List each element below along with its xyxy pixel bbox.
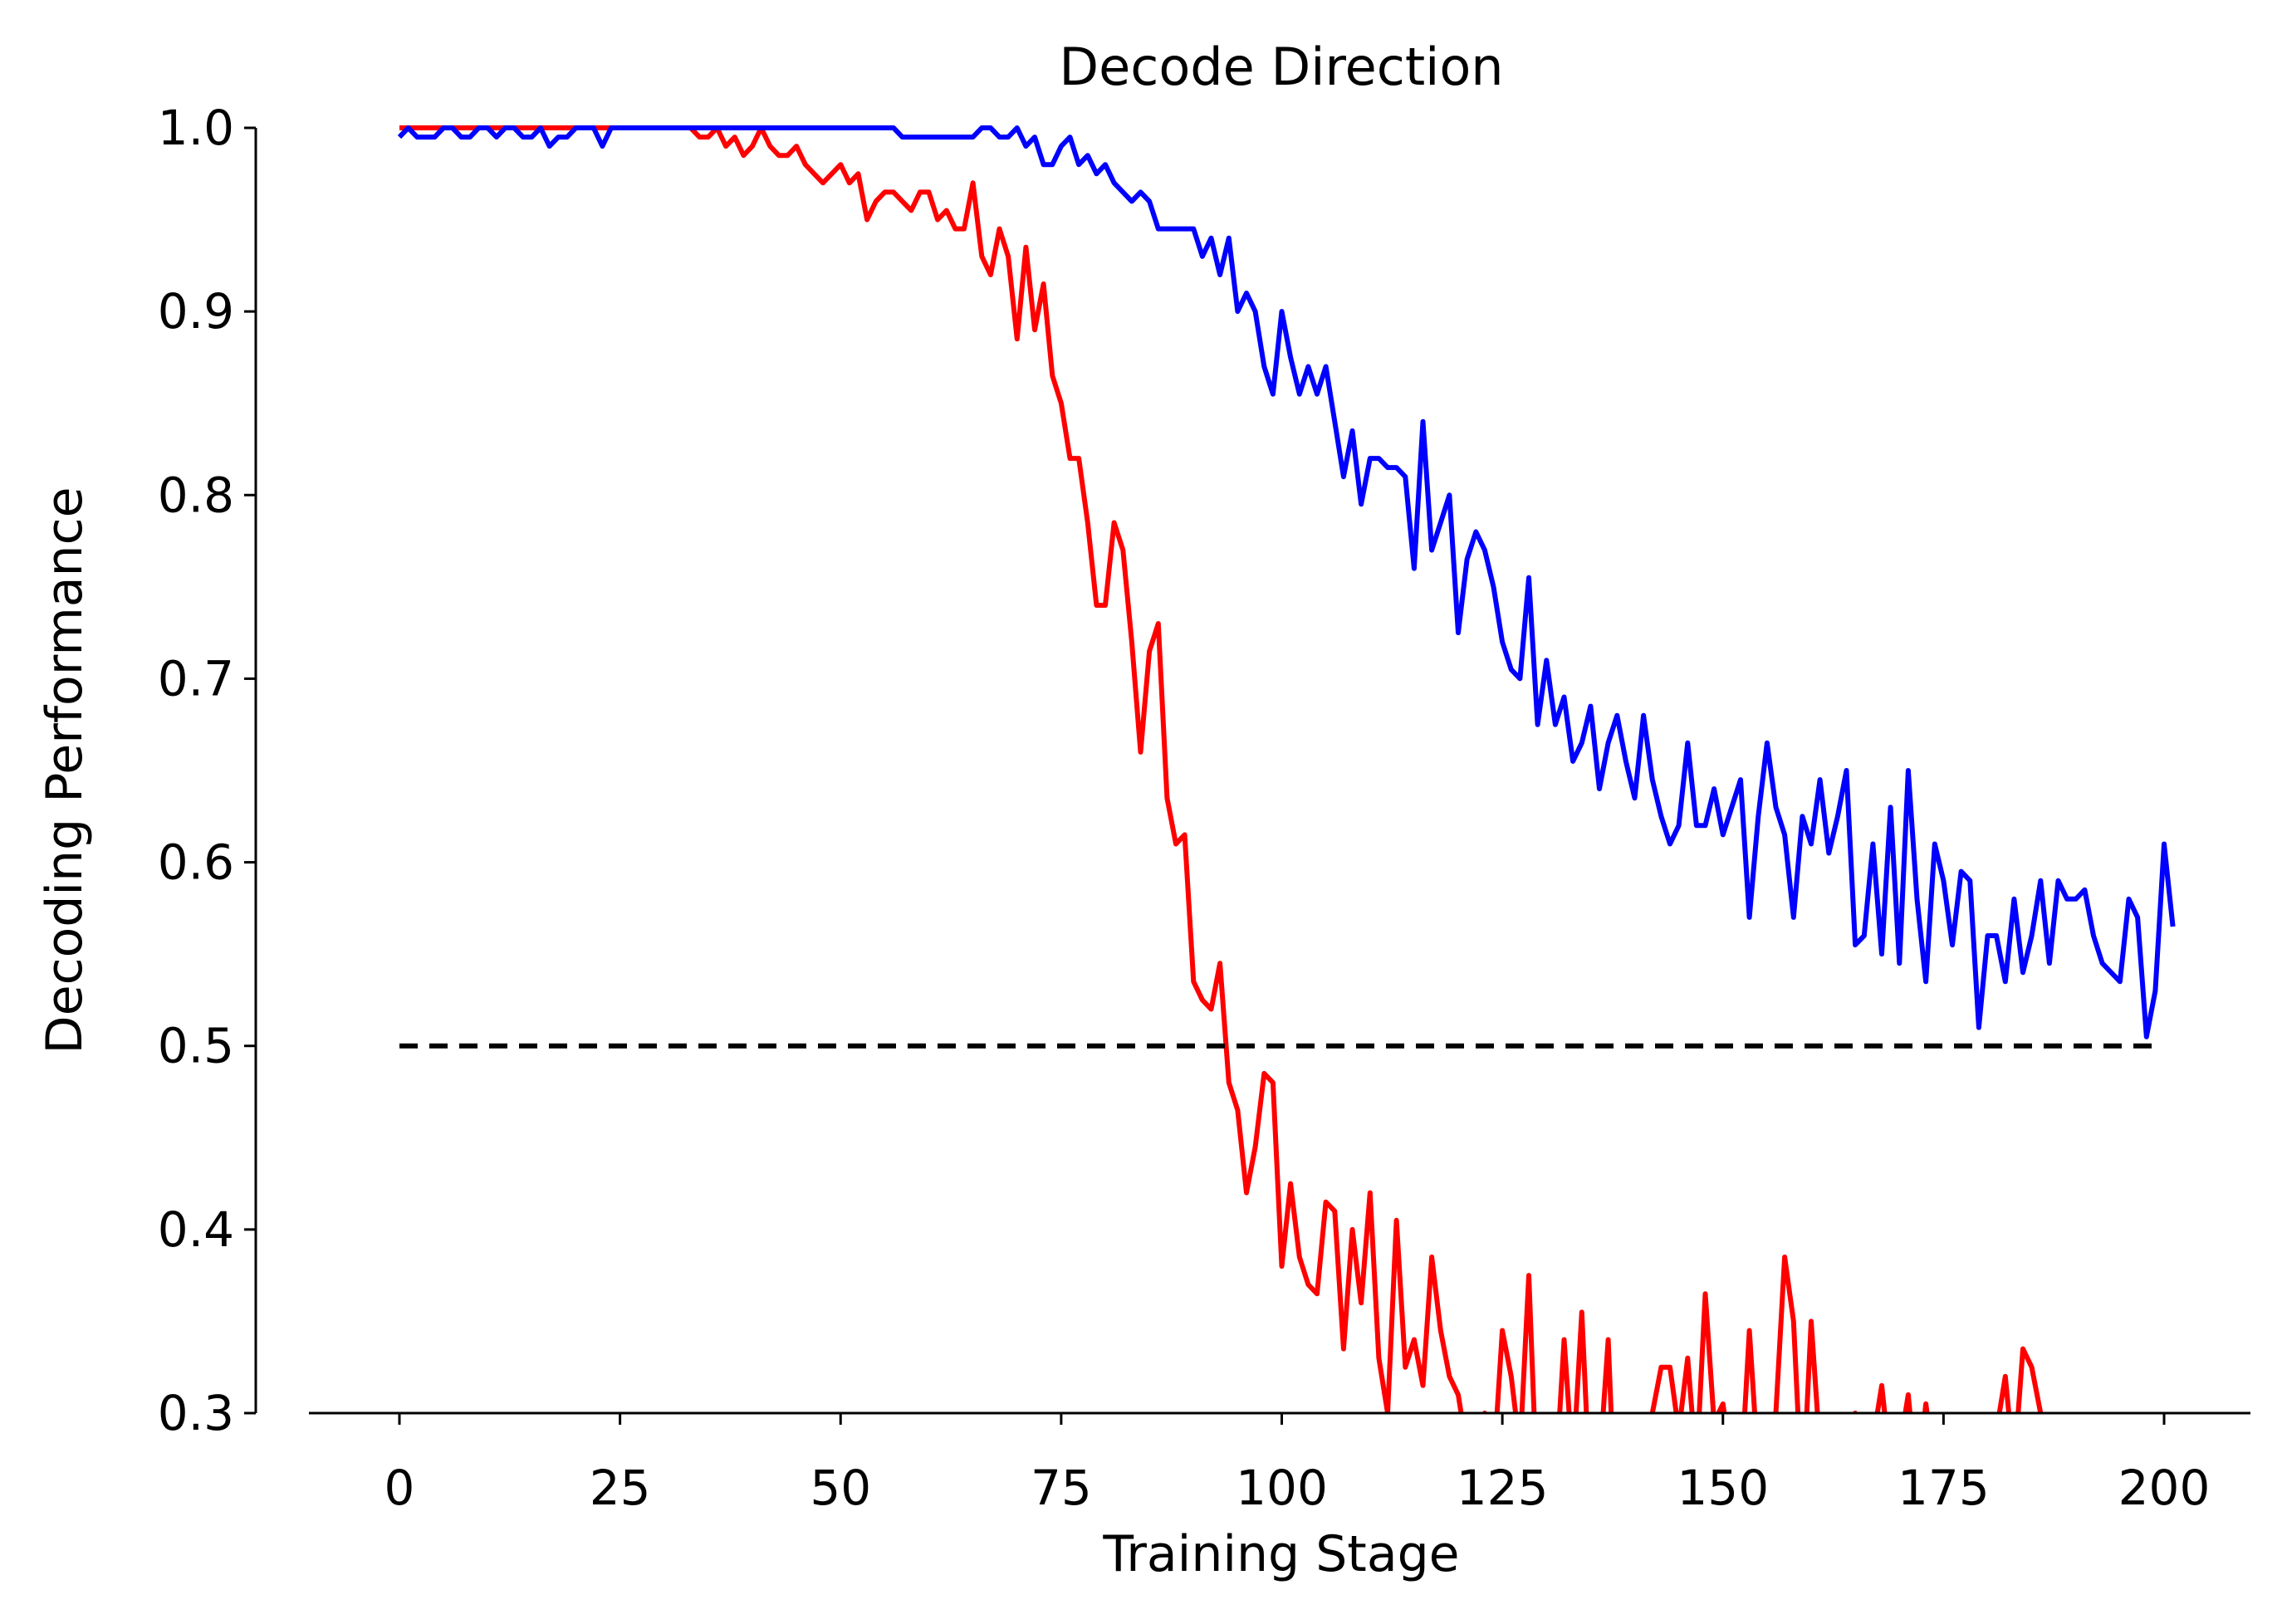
x-tick-label: 175 <box>1898 1460 1990 1516</box>
series-layer <box>397 125 2176 1413</box>
y-tick-label: 0.4 <box>158 1201 234 1258</box>
x-ticks: 0 25 50 75 100 125 150 175 200 <box>384 1413 2211 1516</box>
y-tick-label: 0.6 <box>158 834 234 891</box>
red-series-line <box>399 125 2044 1413</box>
y-tick-label: 0.5 <box>158 1018 234 1074</box>
x-axis-label: Training Stage <box>1102 1525 1459 1583</box>
x-tick-label: 150 <box>1677 1460 1769 1516</box>
x-tick-label: 25 <box>590 1460 651 1516</box>
y-tick-label: 0.8 <box>158 467 234 523</box>
x-tick-label: 200 <box>2118 1460 2211 1516</box>
x-tick-label: 0 <box>384 1460 415 1516</box>
y-tick-label: 0.9 <box>158 283 234 340</box>
x-tick-label: 100 <box>1236 1460 1328 1516</box>
y-ticks: 0.3 0.4 0.5 0.6 0.7 0.8 0.9 1.0 <box>158 100 256 1441</box>
x-tick-label: 125 <box>1457 1460 1549 1516</box>
x-tick-label: 50 <box>810 1460 871 1516</box>
y-tick-label: 1.0 <box>158 100 234 156</box>
y-tick-label: 0.7 <box>158 650 234 707</box>
y-tick-label: 0.3 <box>158 1385 234 1441</box>
blue-series-line <box>397 125 2176 1039</box>
x-tick-label: 75 <box>1031 1460 1092 1516</box>
y-axis-label: Decoding Performance <box>36 487 94 1054</box>
chart-title: Decode Direction <box>1059 37 1503 97</box>
